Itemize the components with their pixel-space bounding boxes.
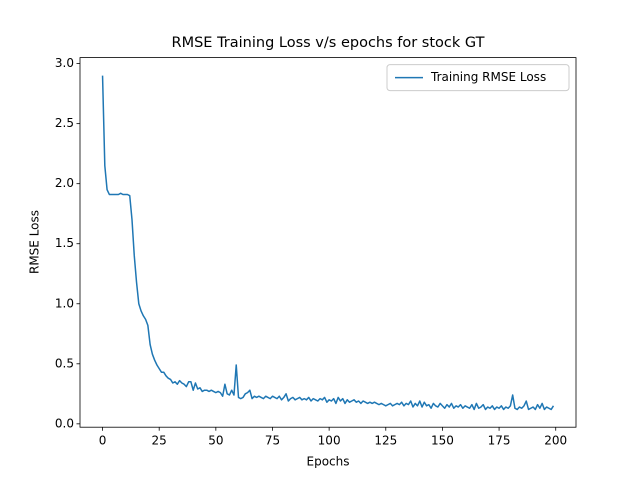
x-tick-label: 100	[318, 434, 341, 448]
x-tick-label: 0	[99, 434, 107, 448]
x-tick-label: 150	[431, 434, 454, 448]
y-tick-label: 0.5	[55, 356, 74, 370]
x-tick-label: 25	[152, 434, 167, 448]
chart-title: RMSE Training Loss v/s epochs for stock …	[172, 35, 485, 51]
plot-frame	[79, 57, 577, 428]
legend-box	[386, 64, 570, 92]
x-tick-label: 75	[265, 434, 280, 448]
x-tick-label: 200	[544, 434, 567, 448]
data-line	[101, 75, 555, 411]
x-tick-label: 125	[374, 434, 397, 448]
y-tick-label: 3.0	[55, 56, 74, 70]
y-tick-label: 0.0	[55, 416, 74, 430]
x-tick-label: 50	[208, 434, 223, 448]
y-tick-label: 2.5	[55, 116, 74, 130]
x-tick-label: 175	[488, 434, 511, 448]
legend-label: Training RMSE Loss	[430, 70, 546, 84]
y-tick-label: 2.0	[55, 176, 74, 190]
y-tick-label: 1.5	[55, 236, 74, 250]
y-axis-label: RMSE Loss	[28, 210, 42, 274]
x-axis-label: Epochs	[307, 455, 350, 469]
y-tick-label: 1.0	[55, 296, 74, 310]
